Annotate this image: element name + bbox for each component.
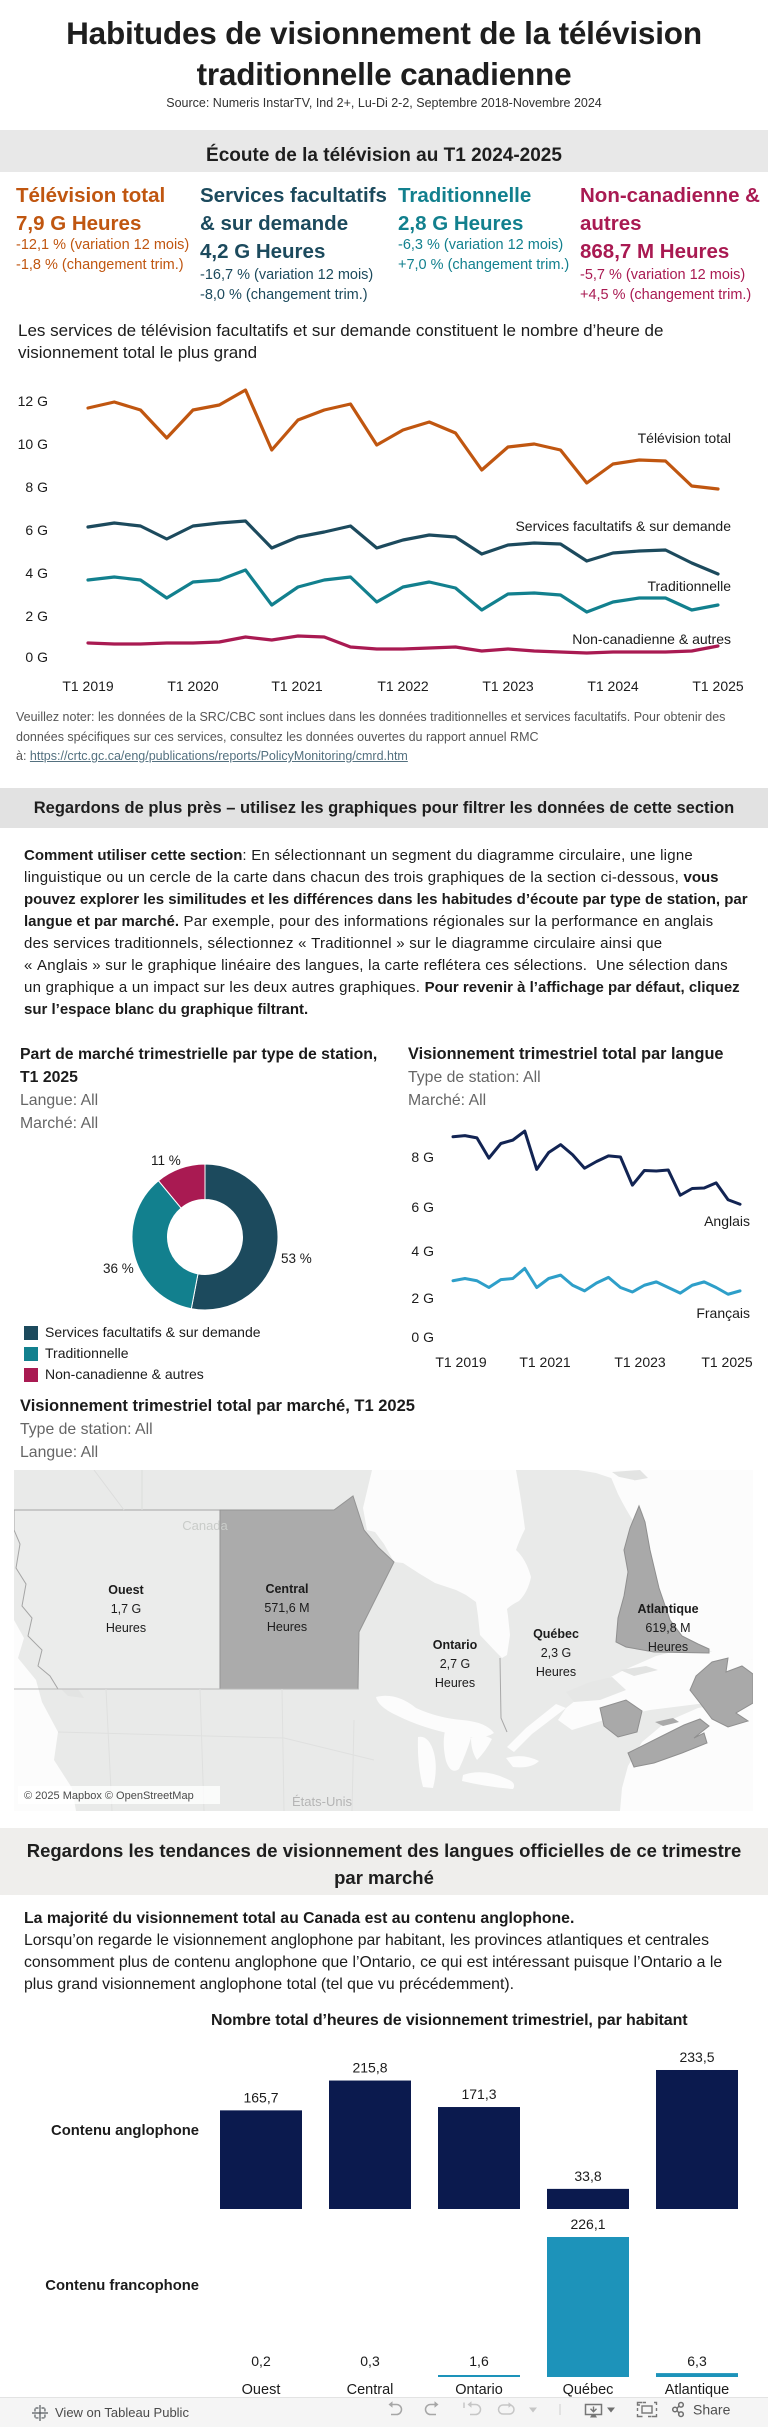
svg-text:T1 2022: T1 2022 bbox=[377, 678, 429, 694]
svg-text:2,7 G: 2,7 G bbox=[440, 1657, 471, 1671]
svg-text:2 G: 2 G bbox=[411, 1290, 434, 1306]
svg-text:571,6 M: 571,6 M bbox=[264, 1601, 309, 1615]
svg-text:États-Unis: États-Unis bbox=[292, 1794, 352, 1809]
svg-text:10 G: 10 G bbox=[18, 436, 48, 452]
svg-text:T1 2020: T1 2020 bbox=[167, 678, 219, 694]
svg-text:165,7: 165,7 bbox=[243, 2089, 278, 2105]
svg-text:Canada: Canada bbox=[182, 1518, 228, 1533]
svg-text:33,8: 33,8 bbox=[574, 2168, 601, 2184]
svg-text:1,6: 1,6 bbox=[469, 2353, 489, 2369]
svg-text:T1 2023: T1 2023 bbox=[482, 678, 534, 694]
svg-text:T1 2019: T1 2019 bbox=[62, 678, 114, 694]
svg-text:171,3: 171,3 bbox=[461, 2086, 496, 2102]
svg-text:T1 2021: T1 2021 bbox=[519, 1354, 571, 1370]
svg-text:Anglais: Anglais bbox=[704, 1213, 750, 1229]
svg-text:0 G: 0 G bbox=[411, 1329, 434, 1345]
svg-text:© 2025 Mapbox © OpenStreetMap: © 2025 Mapbox © OpenStreetMap bbox=[24, 1790, 194, 1802]
svg-text:Ontario: Ontario bbox=[455, 2382, 503, 2398]
svg-text:6,3: 6,3 bbox=[687, 2353, 707, 2369]
svg-text:4 G: 4 G bbox=[411, 1243, 434, 1259]
svg-text:2 G: 2 G bbox=[25, 608, 48, 624]
svg-text:0,3: 0,3 bbox=[360, 2353, 380, 2369]
svg-text:Contenu francophone: Contenu francophone bbox=[45, 2278, 199, 2294]
svg-text:Services facultatifs & sur dem: Services facultatifs & sur demande bbox=[515, 518, 731, 534]
svg-text:Ouest: Ouest bbox=[108, 1583, 144, 1597]
svg-text:Québec: Québec bbox=[563, 2382, 614, 2398]
svg-text:6 G: 6 G bbox=[25, 522, 48, 538]
svg-text:Non-canadienne & autres: Non-canadienne & autres bbox=[572, 631, 731, 647]
svg-text:Traditionnelle: Traditionnelle bbox=[647, 578, 731, 594]
svg-text:T1 2024: T1 2024 bbox=[587, 678, 639, 694]
svg-text:12 G: 12 G bbox=[18, 393, 48, 409]
svg-text:T1 2023: T1 2023 bbox=[614, 1354, 666, 1370]
svg-text:T1 2019: T1 2019 bbox=[435, 1354, 487, 1370]
svg-text:Heures: Heures bbox=[435, 1676, 475, 1690]
svg-text:Contenu anglophone: Contenu anglophone bbox=[51, 2123, 199, 2139]
svg-text:8 G: 8 G bbox=[411, 1149, 434, 1165]
svg-text:T1 2025: T1 2025 bbox=[701, 1354, 753, 1370]
svg-text:619,8 M: 619,8 M bbox=[645, 1621, 690, 1635]
svg-text:Français: Français bbox=[696, 1305, 750, 1321]
svg-text:Share: Share bbox=[693, 2402, 731, 2418]
svg-text:Central: Central bbox=[265, 1582, 308, 1596]
svg-text:2,3 G: 2,3 G bbox=[541, 1646, 572, 1660]
svg-text:Ontario: Ontario bbox=[433, 1638, 478, 1652]
svg-text:Télévision total: Télévision total bbox=[638, 430, 731, 446]
svg-text:Heures: Heures bbox=[267, 1620, 307, 1634]
svg-text:233,5: 233,5 bbox=[679, 2049, 714, 2065]
svg-text:226,1: 226,1 bbox=[570, 2216, 605, 2232]
svg-text:Atlantique: Atlantique bbox=[637, 1602, 698, 1616]
svg-text:0 G: 0 G bbox=[25, 649, 48, 665]
svg-text:Atlantique: Atlantique bbox=[665, 2382, 730, 2398]
svg-text:Ouest: Ouest bbox=[242, 2382, 281, 2398]
svg-text:Québec: Québec bbox=[533, 1627, 579, 1641]
svg-text:6 G: 6 G bbox=[411, 1199, 434, 1215]
svg-text:1,7 G: 1,7 G bbox=[111, 1602, 142, 1616]
svg-text:T1 2025: T1 2025 bbox=[692, 678, 744, 694]
svg-text:8 G: 8 G bbox=[25, 479, 48, 495]
svg-text:0,2: 0,2 bbox=[251, 2353, 271, 2369]
svg-text:4 G: 4 G bbox=[25, 565, 48, 581]
svg-text:T1 2021: T1 2021 bbox=[271, 678, 323, 694]
svg-text:Heures: Heures bbox=[106, 1621, 146, 1635]
svg-text:Heures: Heures bbox=[648, 1640, 688, 1654]
svg-text:Heures: Heures bbox=[536, 1665, 576, 1679]
svg-text:Central: Central bbox=[347, 2382, 394, 2398]
svg-text:215,8: 215,8 bbox=[352, 2060, 387, 2076]
